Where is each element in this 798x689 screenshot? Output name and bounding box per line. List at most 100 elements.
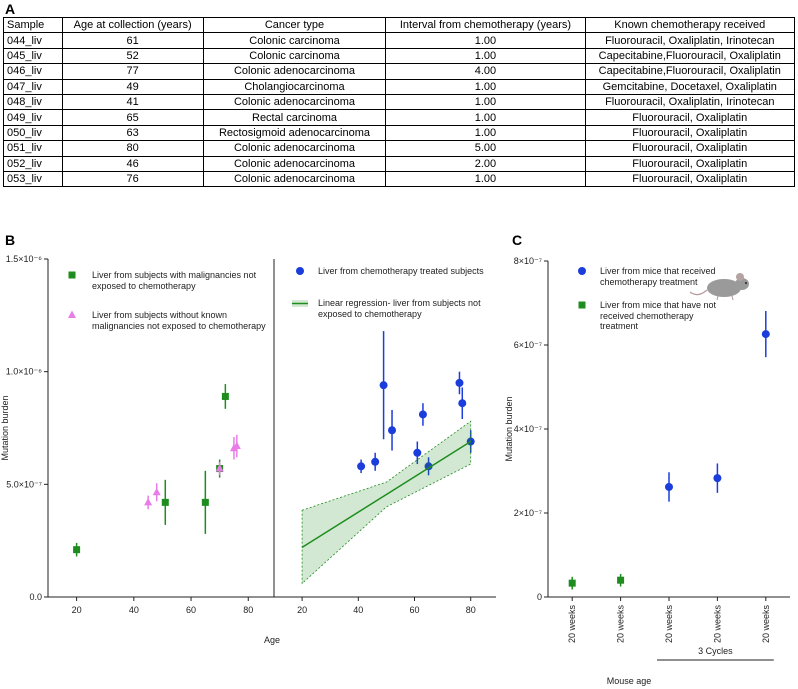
y-tick-label: 6×10⁻⁷	[514, 340, 542, 350]
marker	[568, 579, 576, 587]
header-cell: Interval from chemotherapy (years)	[385, 16, 586, 34]
y-tick-label: 2×10⁻⁷	[514, 508, 542, 518]
marker	[617, 576, 625, 584]
table-cell: Colonic adenocarcinoma	[202, 155, 387, 172]
table-row: 048_liv 41 Colonic adenocarcinoma 1.00 Fluor…	[3, 93, 796, 111]
marker	[424, 462, 433, 471]
table-cell: 046_liv	[3, 63, 63, 80]
table-row: 053_liv 76 Colonic adenocarcinoma 1.00 Fluor…	[3, 170, 796, 188]
table-cell: 76	[61, 170, 204, 188]
table-cell: 1.00	[385, 78, 586, 95]
marker	[152, 487, 161, 496]
x-tick-label: 20 weeks	[567, 605, 577, 644]
table-row: 047_liv 49 Cholangiocarcinoma 1.00 Gemcitabi…	[3, 78, 796, 95]
marker	[221, 392, 229, 400]
table-row: 049_liv 65 Rectal carcinoma 1.00 Fluorouraci…	[3, 109, 796, 126]
table-row: 050_liv 63 Rectosigmoid adenocarcinoma 1.00…	[3, 124, 796, 142]
marker	[379, 381, 388, 390]
legend-label: Liver from subjects with malignancies no…	[92, 270, 257, 291]
table-cell: 053_liv	[3, 170, 63, 188]
table-cell: 80	[61, 140, 204, 157]
legend-label: Liver from subjects without known malign…	[92, 310, 266, 331]
marker	[578, 267, 586, 275]
x-axis-title: Mouse age	[607, 676, 652, 686]
marker	[578, 301, 586, 309]
table-cell: Fluorouracil, Oxaliplatin	[584, 155, 796, 172]
table-cell: 049_liv	[3, 109, 63, 126]
table-cell: Fluorouracil, Oxaliplatin	[584, 109, 796, 126]
marker	[144, 497, 153, 506]
x-tick-label: 80	[466, 605, 476, 615]
table-cell: Rectosigmoid adenocarcinoma	[202, 124, 387, 142]
y-tick-label: 1.5×10⁻⁶	[6, 254, 43, 264]
panel-label: C	[512, 232, 523, 248]
table-cell: 49	[61, 78, 204, 95]
table-cell: 048_liv	[3, 93, 63, 111]
marker	[371, 457, 380, 466]
table-cell: 4.00	[385, 63, 586, 80]
table-cell: Gemcitabine, Docetaxel, Oxaliplatin	[584, 78, 796, 95]
legend-label: Liver from mice that have not received c…	[600, 300, 717, 331]
table-cell: 045_liv	[3, 47, 63, 65]
annotation: 3 Cycles	[698, 646, 733, 656]
table-cell: 52	[61, 47, 204, 65]
x-tick-label: 60	[186, 605, 196, 615]
table-cell: 044_liv	[3, 32, 63, 49]
table-cell: 77	[61, 63, 204, 80]
table-cell: Cholangiocarcinoma	[202, 78, 387, 95]
header-cell: Sample	[3, 16, 63, 34]
mouse-icon	[689, 273, 749, 301]
table-cell: Capecitabine,Fluorouracil, Oxaliplatin	[584, 47, 796, 65]
table-row: 051_liv 80 Colonic adenocarcinoma 5.00 Fluor…	[3, 140, 796, 157]
table-row: 046_liv 77 Colonic adenocarcinoma 4.00 Capec…	[3, 63, 796, 80]
y-tick-label: 0.0	[29, 592, 42, 602]
marker	[296, 267, 304, 275]
table-row: 044_liv 61 Colonic carcinoma 1.00 Fluorourac…	[3, 32, 796, 49]
table-cell: 41	[61, 93, 204, 111]
table-cell: 1.00	[385, 93, 586, 111]
x-tick-label: 40	[129, 605, 139, 615]
marker	[388, 426, 397, 435]
table-cell: 65	[61, 109, 204, 126]
table-cell: 1.00	[385, 170, 586, 188]
table-cell: Capecitabine,Fluorouracil, Oxaliplatin	[584, 63, 796, 80]
marker	[761, 330, 770, 339]
x-tick-label: 20 weeks	[712, 605, 722, 644]
panel-label: A	[5, 1, 16, 17]
table-cell: Fluorouracil, Oxaliplatin	[584, 170, 796, 188]
table-cell: 1.00	[385, 47, 586, 65]
marker	[215, 464, 224, 472]
data-table: Sample Age at collection (years) Cancer ty…	[3, 16, 796, 188]
x-tick-label: 80	[243, 605, 253, 615]
marker	[161, 498, 169, 506]
marker	[232, 441, 241, 450]
marker	[201, 498, 209, 506]
table-cell: 051_liv	[3, 140, 63, 157]
y-tick-label: 0	[537, 592, 542, 602]
x-tick-label: 60	[409, 605, 419, 615]
marker	[455, 378, 464, 387]
table-cell: Fluorouracil, Oxaliplatin, Irinotecan	[584, 32, 796, 49]
y-axis-title: Mutation burden	[504, 396, 514, 461]
y-tick-label: 1.0×10⁻⁶	[6, 367, 43, 377]
x-tick-label: 20 weeks	[761, 605, 771, 644]
legend-label: Liver from mice that received chemothera…	[600, 266, 716, 287]
table-cell: Colonic adenocarcinoma	[202, 63, 387, 80]
y-axis-title: Mutation burden	[0, 395, 10, 460]
table-cell: Colonic carcinoma	[202, 32, 387, 49]
marker	[713, 474, 722, 483]
marker	[68, 310, 76, 318]
y-tick-label: 8×10⁻⁷	[514, 256, 542, 266]
marker	[458, 399, 467, 408]
marker	[68, 271, 76, 279]
legend-label: Linear regression- liver from subjects n…	[318, 298, 481, 319]
table-row: 045_liv 52 Colonic carcinoma 1.00 Capecitabi…	[3, 47, 796, 65]
y-tick-label: 5.0×10⁻⁷	[6, 479, 42, 489]
x-tick-label: 20	[72, 605, 82, 615]
table-cell: Colonic adenocarcinoma	[202, 93, 387, 111]
table-cell: Fluorouracil, Oxaliplatin, Irinotecan	[584, 93, 796, 111]
regression-line	[301, 440, 472, 549]
y-tick-label: 4×10⁻⁷	[514, 424, 542, 434]
table-cell: 052_liv	[3, 155, 63, 172]
